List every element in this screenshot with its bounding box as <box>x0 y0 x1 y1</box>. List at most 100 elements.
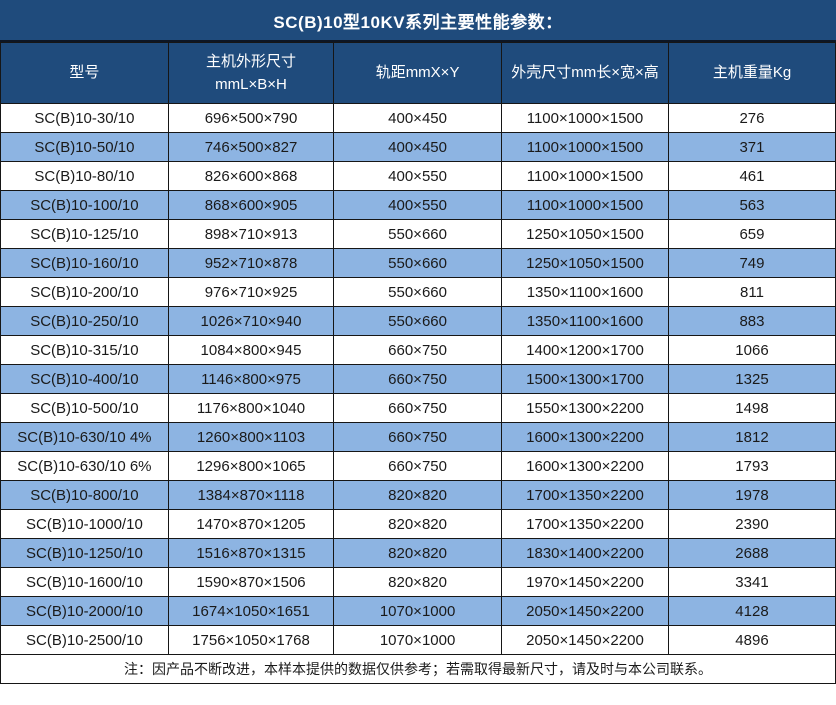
table-cell: 1070×1000 <box>333 596 502 626</box>
table-cell: 2050×1450×2200 <box>500 625 669 655</box>
table-body: SC(B)10-30/10 696×500×790 400×450 1100×1000… <box>0 103 836 655</box>
table-row: SC(B)10-630/10 4% 1260×800×1103 660×750 160… <box>0 422 836 452</box>
table-row: SC(B)10-200/10 976×710×925 550×660 1350×110… <box>0 277 836 307</box>
table-cell: 400×450 <box>333 103 502 133</box>
table-row: SC(B)10-2500/10 1756×1050×1768 1070×1000 20… <box>0 625 836 655</box>
table-cell: SC(B)10-315/10 <box>0 335 169 365</box>
table-cell: 1296×800×1065 <box>167 451 335 481</box>
table-cell: SC(B)10-2000/10 <box>0 596 169 626</box>
table-cell: 820×820 <box>333 538 502 568</box>
table-row: SC(B)10-1600/10 1590×870×1506 820×820 1970×… <box>0 567 836 597</box>
table-row: SC(B)10-2000/10 1674×1050×1651 1070×1000 20… <box>0 596 836 626</box>
note-row: 注：因产品不断改进，本样本提供的数据仅供参考；若需取得最新尺寸，请及时与本公司联… <box>0 654 836 684</box>
page-title: SC(B)10型10KV系列主要性能参数： <box>0 0 836 42</box>
table-cell: 660×750 <box>333 393 502 423</box>
table-cell: 400×450 <box>333 132 502 162</box>
table-cell: 1100×1000×1500 <box>500 132 669 162</box>
table-cell: 1600×1300×2200 <box>500 451 669 481</box>
table-cell: 820×820 <box>333 567 502 597</box>
table-row: SC(B)10-1250/10 1516×870×1315 820×820 1830×… <box>0 538 836 568</box>
table-cell: 2688 <box>667 538 836 568</box>
table-cell: 3341 <box>667 567 836 597</box>
table-cell: 660×750 <box>333 451 502 481</box>
table-cell: SC(B)10-1600/10 <box>0 567 169 597</box>
table-cell: 952×710×878 <box>167 248 335 278</box>
table-row: SC(B)10-160/10 952×710×878 550×660 1250×105… <box>0 248 836 278</box>
table-row: SC(B)10-500/10 1176×800×1040 660×750 1550×1… <box>0 393 836 423</box>
table-cell: 1100×1000×1500 <box>500 190 669 220</box>
table-cell: 696×500×790 <box>167 103 335 133</box>
table-cell: 1350×1100×1600 <box>500 306 669 336</box>
table-cell: SC(B)10-500/10 <box>0 393 169 423</box>
table-cell: 1384×870×1118 <box>167 480 335 510</box>
table-cell: 2390 <box>667 509 836 539</box>
table-cell: 2050×1450×2200 <box>500 596 669 626</box>
table-cell: 4128 <box>667 596 836 626</box>
column-header-weight: 主机重量Kg <box>667 42 836 104</box>
table-cell: 4896 <box>667 625 836 655</box>
table-cell: 1590×870×1506 <box>167 567 335 597</box>
table-cell: 563 <box>667 190 836 220</box>
table-cell: SC(B)10-80/10 <box>0 161 169 191</box>
table-cell: 1700×1350×2200 <box>500 480 669 510</box>
table-row: SC(B)10-630/10 6% 1296×800×1065 660×750 160… <box>0 451 836 481</box>
table-cell: 1516×870×1315 <box>167 538 335 568</box>
table-cell: 1100×1000×1500 <box>500 103 669 133</box>
column-header-model: 型号 <box>0 42 169 104</box>
table-cell: SC(B)10-630/10 4% <box>0 422 169 452</box>
table-cell: 371 <box>667 132 836 162</box>
table-row: SC(B)10-800/10 1384×870×1118 820×820 1700×1… <box>0 480 836 510</box>
table-cell: SC(B)10-2500/10 <box>0 625 169 655</box>
table-cell: SC(B)10-160/10 <box>0 248 169 278</box>
table-cell: 660×750 <box>333 335 502 365</box>
table-cell: 659 <box>667 219 836 249</box>
table-cell: 550×660 <box>333 277 502 307</box>
column-header-enclosure-size: 外壳尺寸mm长×宽×高 <box>500 42 669 104</box>
table-cell: 868×600×905 <box>167 190 335 220</box>
table-cell: 1830×1400×2200 <box>500 538 669 568</box>
table-cell: 1066 <box>667 335 836 365</box>
table-row: SC(B)10-250/10 1026×710×940 550×660 1350×11… <box>0 306 836 336</box>
table-cell: 1600×1300×2200 <box>500 422 669 452</box>
table-cell: 660×750 <box>333 422 502 452</box>
table-cell: SC(B)10-250/10 <box>0 306 169 336</box>
table-cell: 1250×1050×1500 <box>500 248 669 278</box>
table-cell: 1978 <box>667 480 836 510</box>
table-cell: 400×550 <box>333 161 502 191</box>
table-cell: 898×710×913 <box>167 219 335 249</box>
table-cell: 1100×1000×1500 <box>500 161 669 191</box>
table-cell: 820×820 <box>333 509 502 539</box>
table-cell: 1070×1000 <box>333 625 502 655</box>
spec-table: 型号 主机外形尺寸 mmL×B×H 轨距mmX×Y 外壳尺寸mm长×宽×高 主机… <box>0 42 836 684</box>
table-cell: 1400×1200×1700 <box>500 335 669 365</box>
table-cell: SC(B)10-200/10 <box>0 277 169 307</box>
table-cell: 1146×800×975 <box>167 364 335 394</box>
table-cell: 883 <box>667 306 836 336</box>
table-cell: 400×550 <box>333 190 502 220</box>
table-cell: 660×750 <box>333 364 502 394</box>
table-cell: SC(B)10-1000/10 <box>0 509 169 539</box>
table-cell: 746×500×827 <box>167 132 335 162</box>
note-text: 注：因产品不断改进，本样本提供的数据仅供参考；若需取得最新尺寸，请及时与本公司联… <box>0 654 836 684</box>
table-cell: 1500×1300×1700 <box>500 364 669 394</box>
table-cell: 1350×1100×1600 <box>500 277 669 307</box>
table-cell: 1498 <box>667 393 836 423</box>
table-row: SC(B)10-125/10 898×710×913 550×660 1250×105… <box>0 219 836 249</box>
table-cell: 1250×1050×1500 <box>500 219 669 249</box>
table-cell: 1700×1350×2200 <box>500 509 669 539</box>
table-cell: 749 <box>667 248 836 278</box>
table-cell: 1756×1050×1768 <box>167 625 335 655</box>
table-cell: 1550×1300×2200 <box>500 393 669 423</box>
table-row: SC(B)10-80/10 826×600×868 400×550 1100×1000… <box>0 161 836 191</box>
table-cell: 461 <box>667 161 836 191</box>
table-cell: 1026×710×940 <box>167 306 335 336</box>
table-cell: SC(B)10-50/10 <box>0 132 169 162</box>
table-cell: 976×710×925 <box>167 277 335 307</box>
table-row: SC(B)10-30/10 696×500×790 400×450 1100×1000… <box>0 103 836 133</box>
table-row: SC(B)10-400/10 1146×800×975 660×750 1500×13… <box>0 364 836 394</box>
table-cell: 1674×1050×1651 <box>167 596 335 626</box>
table-cell: 1793 <box>667 451 836 481</box>
table-header-row: 型号 主机外形尺寸 mmL×B×H 轨距mmX×Y 外壳尺寸mm长×宽×高 主机… <box>0 42 836 104</box>
table-cell: SC(B)10-1250/10 <box>0 538 169 568</box>
